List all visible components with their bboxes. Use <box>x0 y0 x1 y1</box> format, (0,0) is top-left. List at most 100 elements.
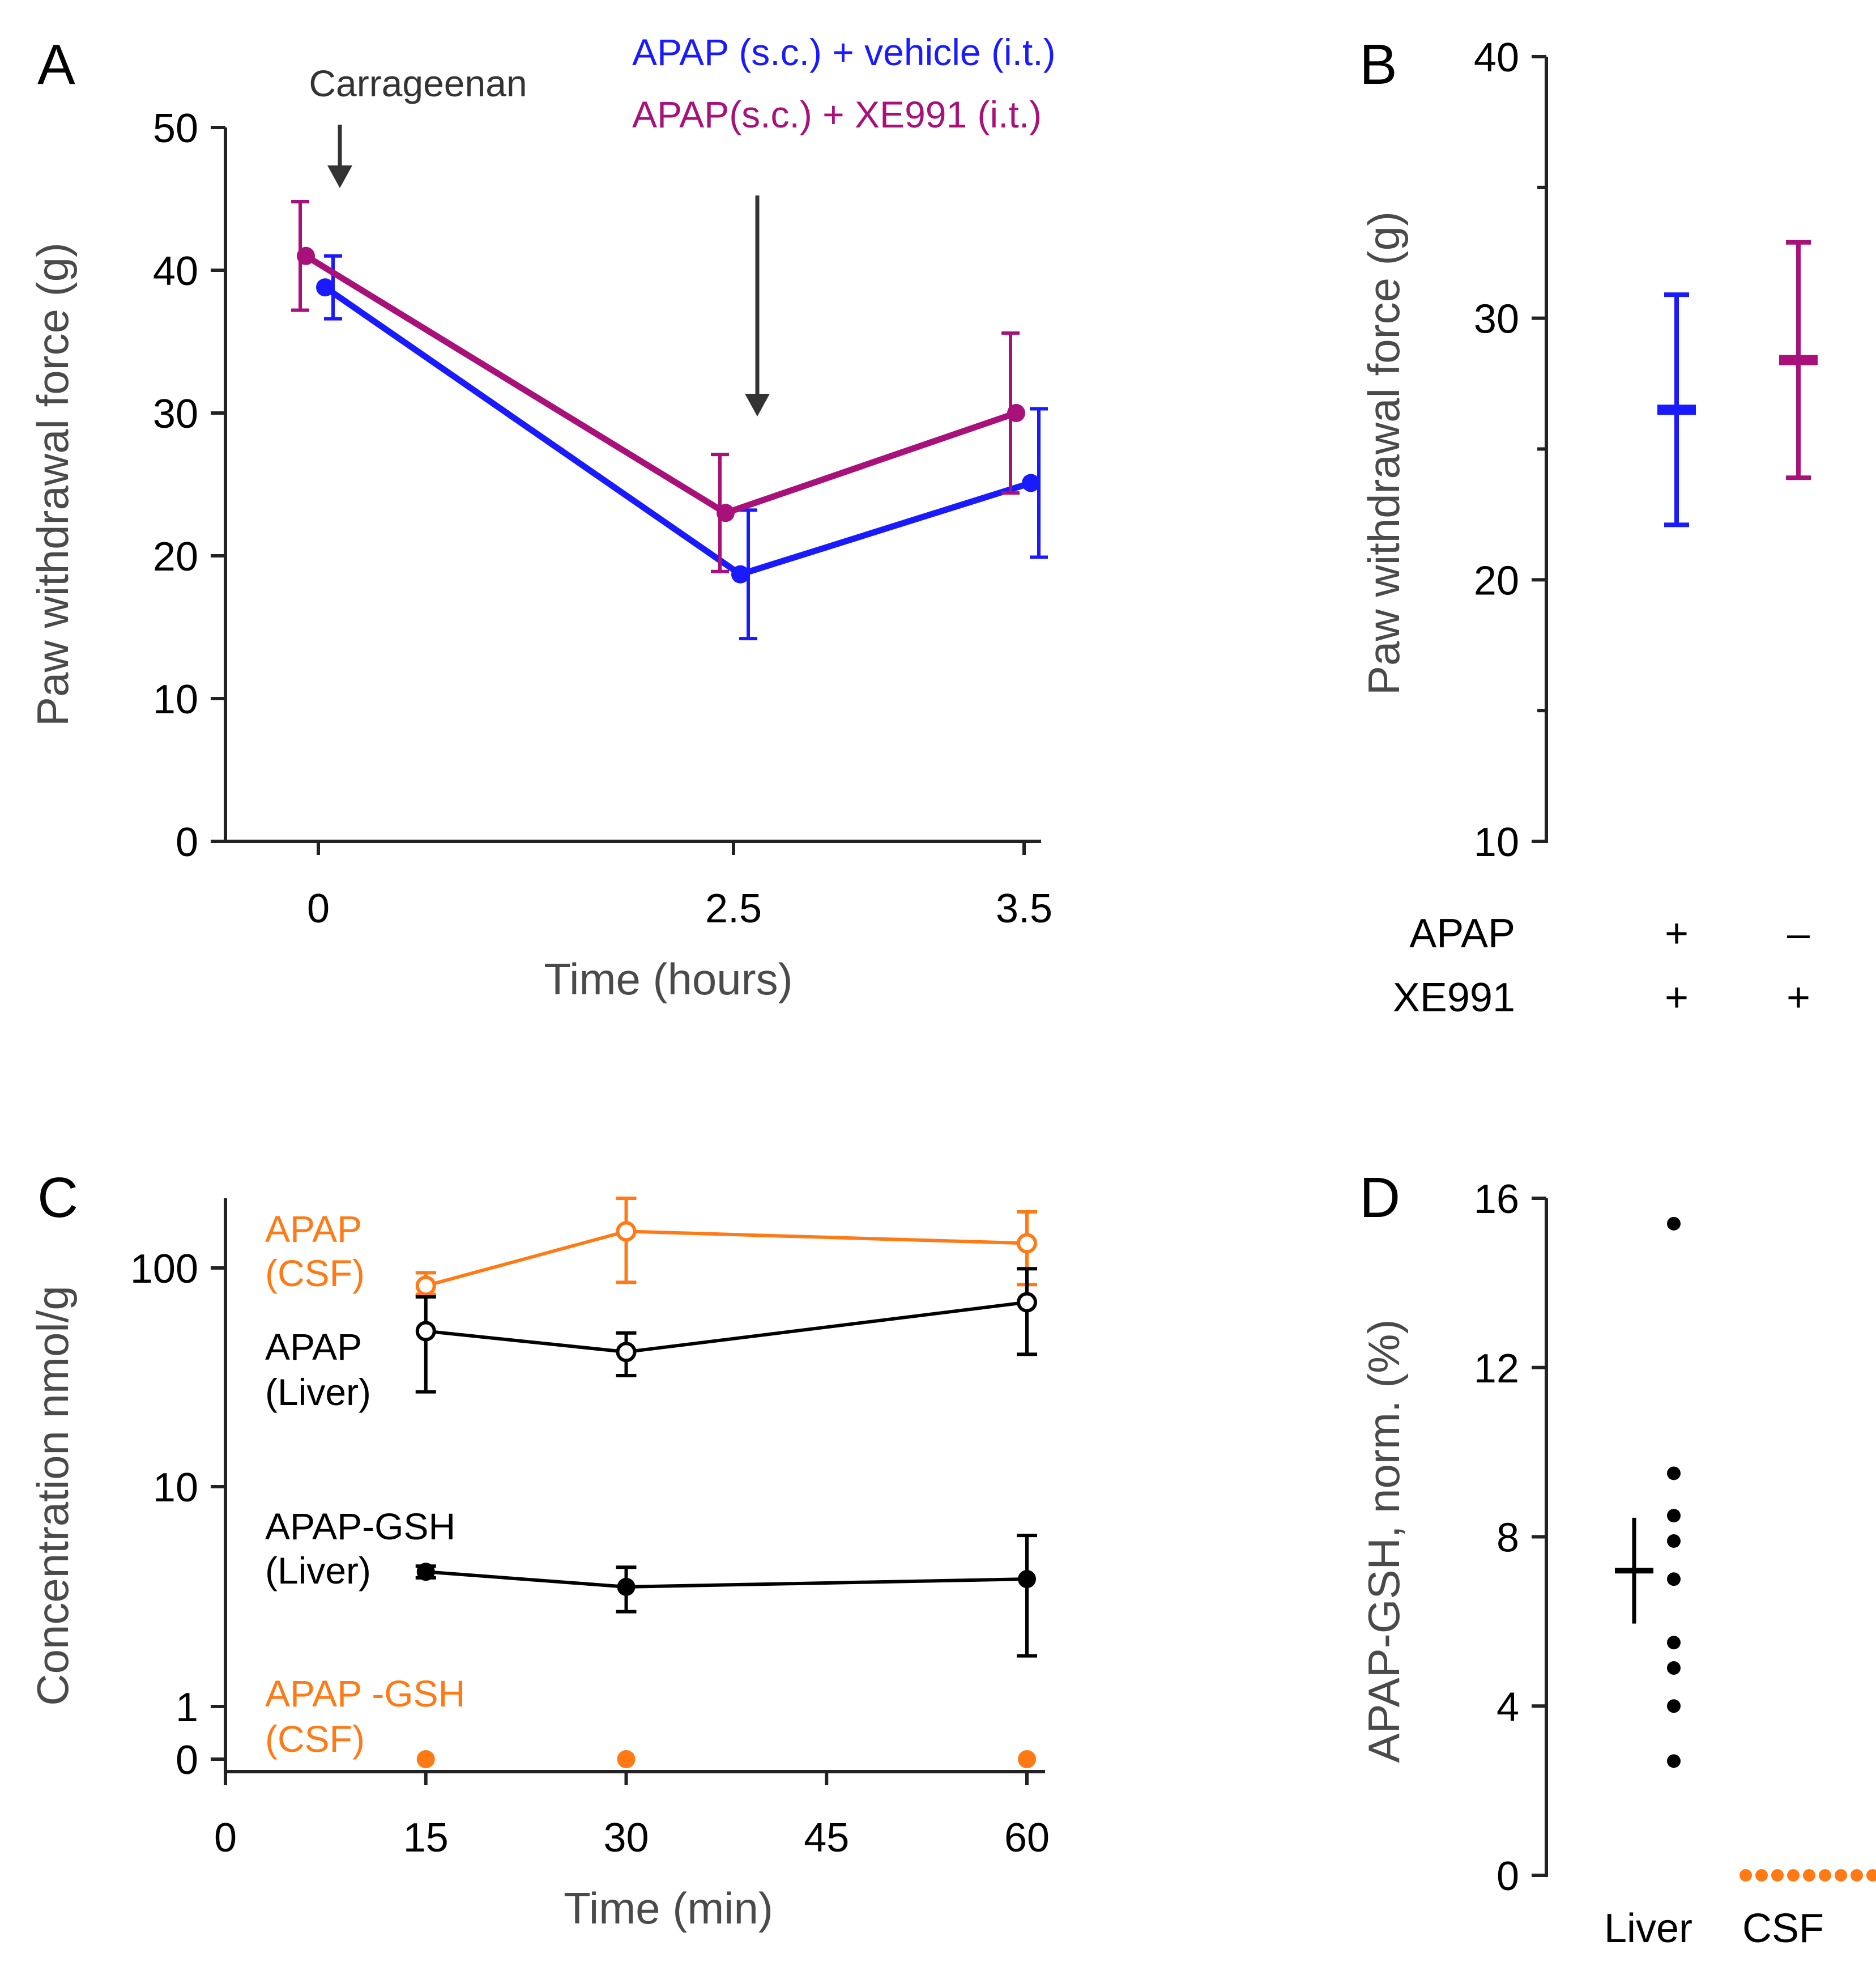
series-label-name: APAP <box>265 1208 362 1250</box>
series-label-sub: (Liver) <box>265 1371 371 1413</box>
data-point <box>1022 474 1040 492</box>
series-line <box>425 1229 1027 1288</box>
y-tick-label: 30 <box>153 391 198 437</box>
y-tick-label: 0 <box>1496 1854 1519 1899</box>
y-tick-label: 10 <box>1474 820 1519 865</box>
series-label-sub: (Liver) <box>265 1550 371 1591</box>
y-axis-title: Concentration nmol/g <box>28 1286 78 1705</box>
carrageenan-label: Carrageenan <box>309 62 527 104</box>
csf-data-point <box>1819 1869 1831 1882</box>
y-tick-label: 1 <box>176 1685 198 1730</box>
category-label-liver: Liver <box>1604 1906 1692 1951</box>
x-tick-label: 60 <box>1004 1815 1050 1861</box>
xe991-injection-arrow <box>745 195 770 416</box>
data-point <box>316 278 334 297</box>
liver-data-point <box>1667 1509 1681 1523</box>
y-tick-label: 16 <box>1474 1177 1519 1222</box>
series-1 <box>291 200 1025 573</box>
series-label-sub: (CSF) <box>265 1718 365 1760</box>
data-point <box>1018 1570 1036 1589</box>
series-label-name: APAP -GSH <box>265 1672 465 1714</box>
y-tick-label: 10 <box>153 677 198 722</box>
x-axis-title: Time (min) <box>564 1883 773 1933</box>
data-point <box>616 1221 637 1242</box>
series-label-sub: (CSF) <box>265 1252 365 1294</box>
data-point <box>617 1577 636 1596</box>
data-point <box>416 1750 435 1768</box>
x-tick-label: 15 <box>403 1815 449 1861</box>
y-tick-label: 40 <box>153 249 198 294</box>
y-tick-label: 30 <box>1474 297 1519 342</box>
liver-data-point <box>1667 1699 1681 1713</box>
series-0 <box>316 254 1048 641</box>
apap-sign: – <box>1787 911 1810 956</box>
arrow-head <box>327 165 352 188</box>
csf-data-point <box>1771 1869 1784 1882</box>
data-point <box>617 1750 636 1768</box>
y-tick-label: 8 <box>1496 1516 1519 1561</box>
series-line <box>425 1570 1027 1589</box>
panel-b: B 10 20 30 40 Paw withdrawal force (g) + + – + APA… <box>1359 33 1818 1020</box>
row-label-apap: APAP <box>1409 911 1515 956</box>
csf-data-point <box>1851 1869 1863 1882</box>
y-tick-label: 20 <box>1474 558 1519 603</box>
panel-letter-b: B <box>1359 33 1397 96</box>
liver-group <box>1615 1216 1681 1768</box>
y-tick-label: 10 <box>153 1465 198 1510</box>
data-point <box>415 1275 436 1296</box>
panel-a: A 0 10 20 30 40 50 0 2.5 3.5 Time (hours) Paw withd… <box>28 31 1056 1004</box>
liver-data-point <box>1667 1466 1681 1480</box>
liver-data-point <box>1667 1534 1681 1548</box>
liver-data-point <box>1667 1216 1681 1231</box>
x-axis-title: Time (hours) <box>544 954 792 1004</box>
x-tick-label: 2.5 <box>705 886 762 931</box>
liver-data-point <box>1667 1572 1681 1586</box>
liver-data-point <box>1667 1636 1681 1650</box>
data-point <box>1007 404 1025 422</box>
x-tick-label: 0 <box>307 886 330 931</box>
liver-data-point <box>1667 1754 1681 1768</box>
csf-group <box>1739 1869 1876 1882</box>
panel-d: D 0 4 8 12 16 APAP-GSH, norm. (%) Liver CSF <box>1359 1166 1876 1951</box>
csf-data-point <box>1866 1869 1876 1882</box>
y-tick-label: 4 <box>1496 1684 1519 1730</box>
x-tick-label: 0 <box>214 1815 237 1861</box>
series-line <box>425 1300 1027 1354</box>
series-1 <box>415 1267 1037 1394</box>
legend-blue: APAP (s.c.) + vehicle (i.t.) <box>632 31 1056 73</box>
series-label-name: APAP-GSH <box>265 1505 455 1547</box>
data-point <box>717 504 735 522</box>
group-0 <box>1657 292 1696 527</box>
arrow-head <box>745 394 770 416</box>
legend-magenta: APAP(s.c.) + XE991 (i.t.) <box>632 93 1042 135</box>
apap-sign: + <box>1665 911 1689 956</box>
y-axis-title: Paw withdrawal force (g) <box>1359 211 1409 695</box>
data-point <box>1018 1750 1036 1768</box>
xe991-sign: + <box>1665 975 1689 1020</box>
y-tick-label: 40 <box>1474 35 1519 80</box>
y-axis-title: APAP-GSH, norm. (%) <box>1359 1319 1409 1763</box>
series-2 <box>415 1534 1037 1658</box>
x-tick-label: 30 <box>603 1815 649 1861</box>
panel-letter-c: C <box>37 1166 78 1229</box>
category-label-csf: CSF <box>1742 1906 1824 1951</box>
series-0 <box>415 1197 1037 1296</box>
data-point <box>616 1342 637 1363</box>
csf-data-point <box>1787 1869 1800 1882</box>
data-point <box>731 565 749 584</box>
y-axis-title: Paw withdrawal force (g) <box>28 242 78 726</box>
data-point <box>1017 1233 1037 1254</box>
data-point <box>1017 1292 1037 1313</box>
y-tick-label: 20 <box>153 534 198 580</box>
data-point <box>297 246 315 265</box>
data-point <box>415 1321 436 1342</box>
y-tick-label: 100 <box>130 1246 198 1292</box>
x-tick-label: 45 <box>804 1815 849 1861</box>
series-label-name: APAP <box>265 1326 362 1368</box>
csf-data-point <box>1803 1869 1815 1882</box>
y-tick-label: 0 <box>176 820 198 865</box>
panel-letter-d: D <box>1359 1166 1400 1229</box>
y-tick-label: 12 <box>1474 1346 1519 1391</box>
